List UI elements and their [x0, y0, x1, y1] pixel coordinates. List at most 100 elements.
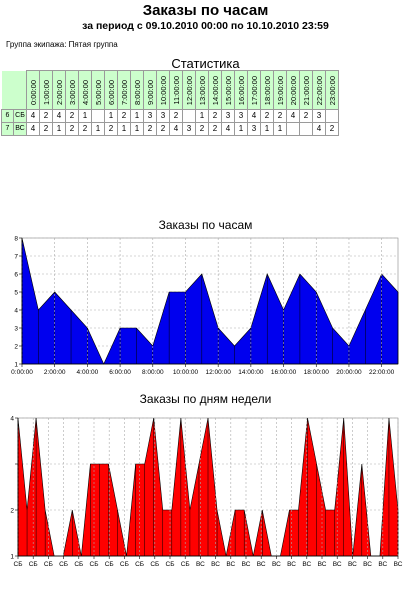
stats-hour-header: 3:00:00	[65, 70, 79, 110]
stats-cell: 4	[26, 122, 40, 136]
crew-group-label: Группа экипажа: Пятая группа	[6, 40, 118, 49]
x-tick-label: СБ	[74, 561, 83, 568]
y-tick-label: 8	[14, 236, 18, 243]
x-tick-label: СБ	[105, 561, 114, 568]
y-tick-label: 1	[10, 554, 14, 561]
y-tick-label: 6	[14, 272, 18, 279]
stats-header-row: 0:00:00 1:00:00 2:00:00 3:00:00 4:00:00 5:00:…	[1, 70, 339, 110]
stats-cell: 2	[273, 109, 287, 123]
y-tick-label: 3	[14, 326, 18, 333]
y-tick-label: 4	[14, 308, 18, 315]
y-tick-label: 2	[14, 344, 18, 351]
x-tick-label: ВС	[272, 561, 281, 568]
stats-cell: 2	[65, 109, 79, 123]
x-tick-label: ВС	[242, 561, 251, 568]
x-tick-label: 2:00:00	[44, 369, 66, 376]
stats-hour-label: 17:00:00	[249, 75, 259, 105]
stats-hour-label: 14:00:00	[210, 75, 220, 105]
stats-hour-header: 13:00:00	[195, 70, 209, 110]
table-row: 7 ВС 4 2 1 2 2 1 2 1 1 2 2 4 3 2 2 4 1 3 1 1 4 2	[1, 122, 339, 136]
stats-hour-label: 8:00:00	[132, 79, 142, 105]
stats-hour-header: 17:00:00	[247, 70, 261, 110]
x-tick-label: 20:00:00	[336, 369, 362, 376]
stats-cell: 2	[78, 122, 92, 136]
stats-cell: 2	[39, 122, 53, 136]
stats-hour-label: 12:00:00	[184, 75, 194, 105]
x-tick-label: СБ	[150, 561, 159, 568]
stats-cell: 2	[208, 122, 222, 136]
stats-cell: 4	[286, 109, 300, 123]
hourly-orders-chart: 1 2 3 4 5 6 7 8 0:00:00 2:00:00 4:00:00 6:00:00 8:00…	[11, 236, 399, 376]
stats-hour-label: 4:00:00	[80, 79, 90, 105]
stats-hour-label: 11:00:00	[171, 76, 181, 105]
stats-cell: 4	[52, 109, 66, 123]
stats-cell: 1	[130, 122, 144, 136]
report-title: Заказы по часам	[142, 2, 269, 19]
stats-cell: 2	[143, 122, 157, 136]
stats-hour-header: 16:00:00	[234, 70, 248, 110]
stats-cell	[182, 109, 196, 123]
stats-cell: 4	[169, 122, 183, 136]
stats-cell: 2	[104, 122, 118, 136]
stats-cell	[299, 122, 313, 136]
weekday-chart-title: Заказы по дням недели	[139, 392, 272, 406]
x-tick-label: СБ	[181, 561, 190, 568]
stats-hour-header: 8:00:00	[130, 70, 144, 110]
stats-cell: 1	[91, 122, 105, 136]
stats-hour-label: 13:00:00	[197, 75, 207, 105]
stats-hour-header: 5:00:00	[91, 70, 105, 110]
stats-hour-label: 6:00:00	[106, 79, 116, 105]
x-tick-label: ВС	[257, 561, 266, 568]
stats-hour-header: 1:00:00	[39, 70, 53, 110]
stats-hour-label: 0:00:00	[28, 79, 38, 105]
x-tick-label: 16:00:00	[271, 369, 297, 376]
stats-hour-label: 19:00:00	[275, 75, 285, 105]
x-tick-label: СБ	[166, 561, 175, 568]
stats-cell: 1	[117, 122, 131, 136]
y-tick-label: 5	[14, 290, 18, 297]
stats-cell: 2	[117, 109, 131, 123]
stats-day-name: СБ	[13, 109, 27, 123]
stats-cell: 3	[156, 109, 170, 123]
stats-hour-header: 6:00:00	[104, 70, 118, 110]
x-tick-label: СБ	[14, 561, 23, 568]
stats-cell: 1	[234, 122, 248, 136]
stats-hour-label: 10:00:00	[158, 75, 168, 105]
stats-cell: 4	[26, 109, 40, 123]
stats-hour-header: 14:00:00	[208, 70, 222, 110]
stats-hour-header: 18:00:00	[260, 70, 274, 110]
x-tick-label: ВС	[287, 561, 296, 568]
stats-hour-label: 3:00:00	[67, 79, 77, 105]
stats-cell: 2	[325, 122, 339, 136]
stats-cell: 2	[195, 122, 209, 136]
stats-cell: 4	[221, 122, 235, 136]
stats-hour-label: 22:00:00	[314, 75, 324, 105]
x-tick-label: ВС	[318, 561, 327, 568]
x-tick-label: СБ	[59, 561, 68, 568]
stats-hour-label: 21:00:00	[301, 75, 311, 105]
stats-hour-label: 20:00:00	[288, 75, 298, 105]
x-tick-label: 4:00:00	[77, 369, 99, 376]
stats-cell: 1	[130, 109, 144, 123]
stats-cell	[91, 109, 105, 123]
stats-cell	[325, 109, 339, 123]
stats-cell: 1	[78, 109, 92, 123]
y-tick-label: 7	[14, 254, 18, 261]
x-tick-label: ВС	[196, 561, 205, 568]
stats-corner-cell	[1, 70, 14, 110]
x-tick-label: 18:00:00	[304, 369, 330, 376]
statistics-title: Статистика	[171, 56, 240, 71]
stats-cell: 2	[156, 122, 170, 136]
x-tick-label: ВС	[226, 561, 235, 568]
stats-hour-header: 10:00:00	[156, 70, 170, 110]
stats-hour-header: 21:00:00	[299, 70, 313, 110]
x-tick-label: ВС	[333, 561, 342, 568]
stats-cell: 1	[52, 122, 66, 136]
stats-hour-label: 5:00:00	[93, 79, 103, 105]
stats-hour-label: 23:00:00	[327, 75, 337, 105]
x-tick-label: СБ	[135, 561, 144, 568]
stats-cell: 3	[182, 122, 196, 136]
x-tick-label: 6:00:00	[109, 369, 131, 376]
x-tick-label: 0:00:00	[11, 369, 33, 376]
stats-cell: 2	[169, 109, 183, 123]
